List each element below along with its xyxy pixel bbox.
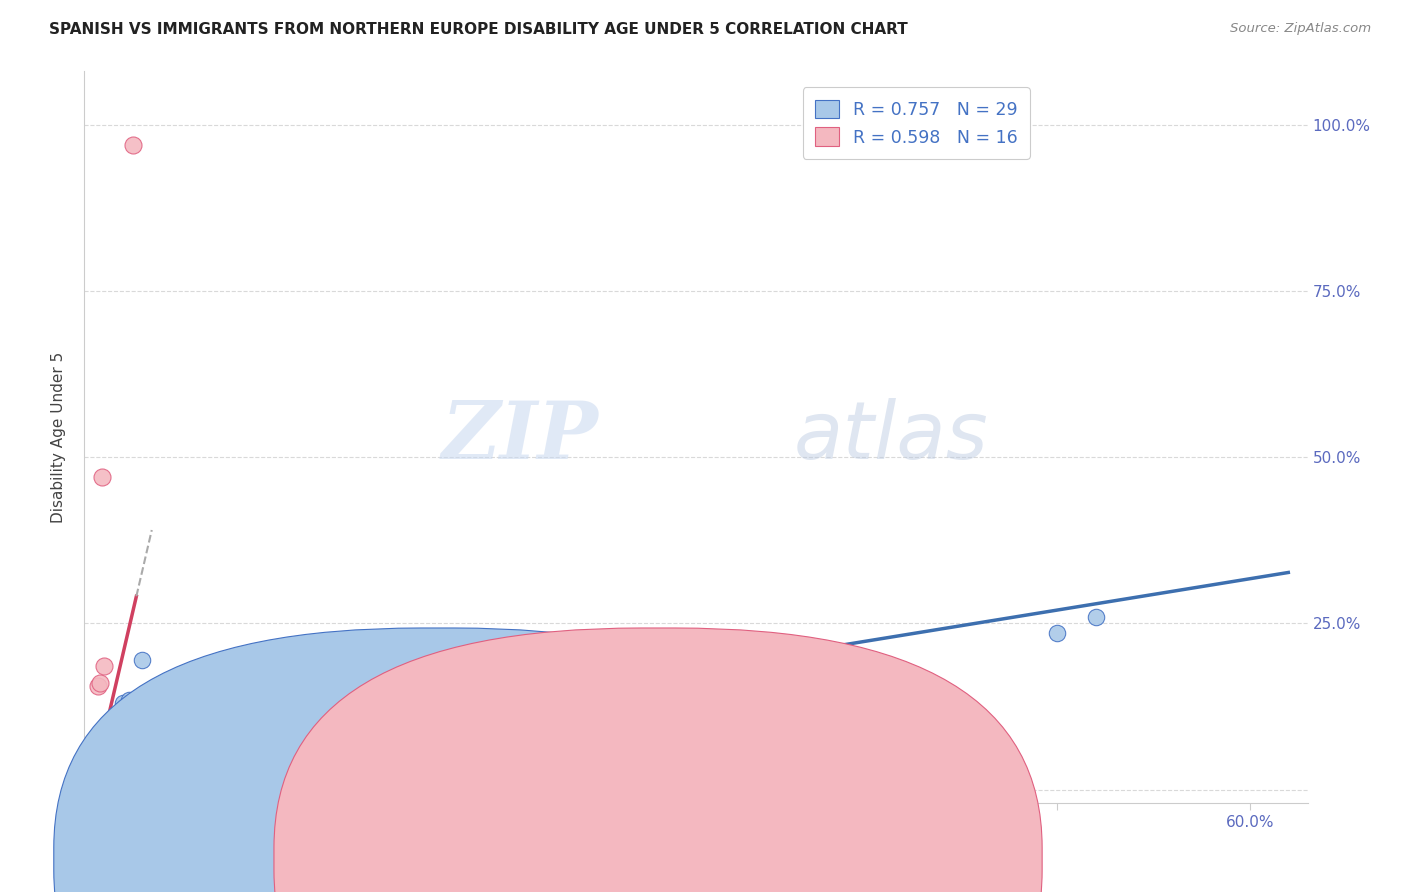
Point [89, 780, 111, 794]
Text: atlas: atlas [794, 398, 988, 476]
Point [108, 780, 131, 794]
Point [103, 780, 125, 794]
Point [98, 780, 121, 794]
Legend: R = 0.757   N = 29, R = 0.598   N = 16: R = 0.757 N = 29, R = 0.598 N = 16 [803, 87, 1029, 159]
Point [94, 780, 117, 794]
Text: Spanish: Spanish [465, 852, 526, 867]
Point [90, 780, 112, 794]
Point [90, 470, 112, 484]
Point [121, 696, 143, 710]
Point [115, 699, 138, 714]
Point [84, 780, 107, 794]
Point [87, 680, 110, 694]
Point [111, 696, 134, 710]
Point [89, 780, 111, 794]
Point [94, 780, 117, 794]
Point [98, 780, 121, 794]
Point [105, 780, 128, 794]
Point [1084, 609, 1107, 624]
Point [104, 780, 127, 794]
Point [96, 780, 118, 794]
Point [94, 780, 117, 794]
Point [131, 653, 153, 667]
Point [96, 780, 118, 794]
Point [89, 780, 111, 794]
Point [93, 659, 115, 673]
Point [1046, 626, 1069, 640]
Point [100, 780, 122, 794]
Point [89, 676, 111, 690]
Point [93, 780, 115, 794]
Point [100, 780, 122, 794]
Point [98, 780, 121, 794]
Point [420, 653, 443, 667]
Y-axis label: Disability Age Under 5: Disability Age Under 5 [51, 351, 66, 523]
Point [110, 706, 132, 720]
Text: Immigrants from Northern Europe: Immigrants from Northern Europe [686, 852, 946, 867]
Point [105, 780, 128, 794]
Point [87, 780, 110, 794]
Point [124, 780, 146, 794]
Point [103, 780, 125, 794]
Point [756, 640, 779, 654]
Point [104, 780, 127, 794]
FancyBboxPatch shape [53, 628, 823, 892]
Point [125, 696, 148, 710]
Text: Source: ZipAtlas.com: Source: ZipAtlas.com [1230, 22, 1371, 36]
Point [94, 780, 117, 794]
Point [118, 692, 141, 706]
Point [121, 137, 143, 152]
Point [108, 780, 131, 794]
Text: SPANISH VS IMMIGRANTS FROM NORTHERN EUROPE DISABILITY AGE UNDER 5 CORRELATION CH: SPANISH VS IMMIGRANTS FROM NORTHERN EURO… [49, 22, 908, 37]
Point [90, 780, 112, 794]
Point [87, 780, 110, 794]
Point [96, 780, 118, 794]
Point [93, 780, 115, 794]
Point [96, 780, 118, 794]
Text: ZIP: ZIP [441, 399, 598, 475]
FancyBboxPatch shape [274, 628, 1042, 892]
